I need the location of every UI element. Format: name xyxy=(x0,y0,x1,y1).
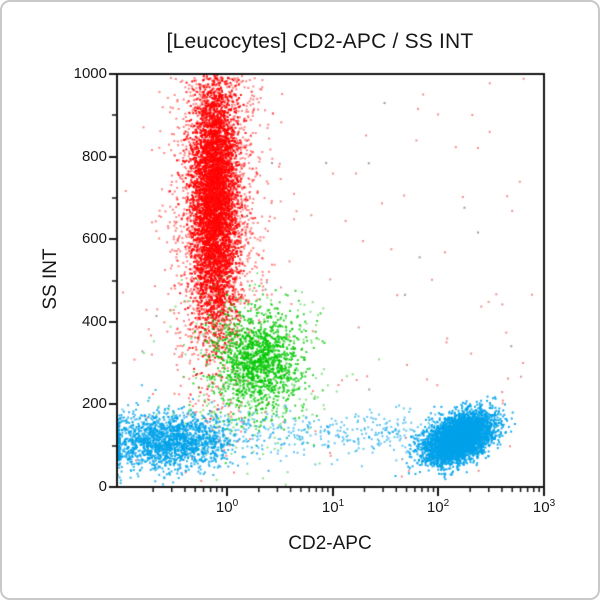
y-tick-label: 800 xyxy=(81,148,107,165)
chart-title: [Leucocytes] CD2-APC / SS INT xyxy=(166,30,474,53)
y-tick-label: 600 xyxy=(81,230,107,247)
y-tick-label: 200 xyxy=(81,395,107,412)
x-tick-label: 101 xyxy=(321,498,345,516)
x-axis-label: CD2-APC xyxy=(288,533,372,554)
y-tick-label: 400 xyxy=(81,313,107,330)
y-tick-label: 0 xyxy=(98,478,107,495)
x-tick-label: 100 xyxy=(215,498,239,516)
x-tick-label: 102 xyxy=(426,498,450,516)
y-tick-label: 1000 xyxy=(73,65,107,82)
x-tick-label: 103 xyxy=(532,498,556,516)
